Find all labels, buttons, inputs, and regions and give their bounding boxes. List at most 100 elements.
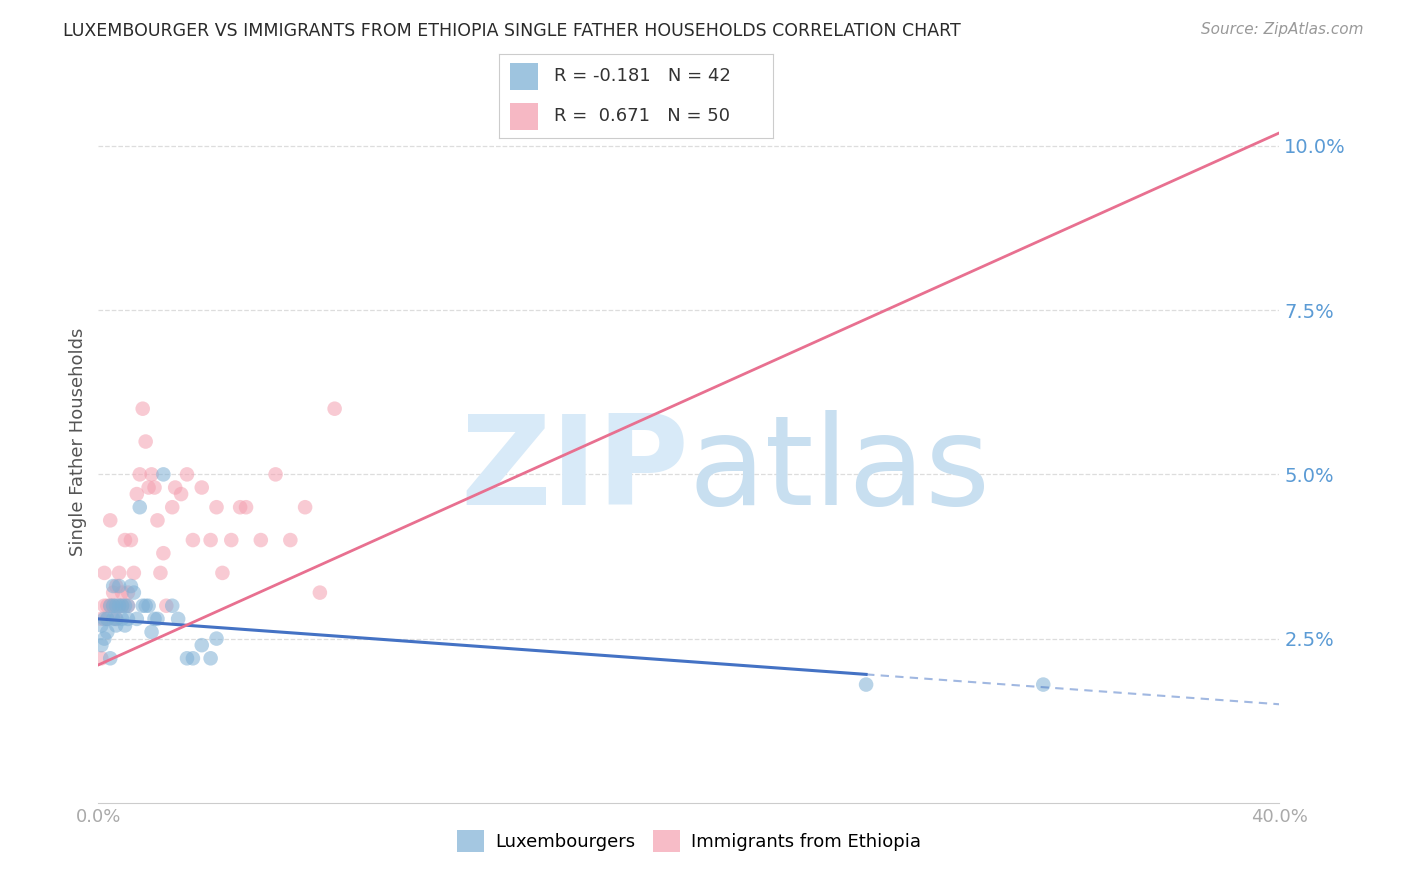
Point [167,612,190,626]
Point [141,625,163,640]
Point [117,585,139,599]
Text: R = -0.181   N = 42: R = -0.181 N = 42 [554,68,731,86]
Point [114,599,136,613]
Point [205,632,228,646]
Point [93,599,115,613]
Point [105,612,128,626]
Point [170,487,193,501]
Point [128,467,150,482]
Point [138,599,160,613]
Point [103,579,125,593]
Point [323,401,346,416]
Text: ZIP: ZIP [460,410,689,531]
Point [103,585,125,599]
Point [181,533,204,547]
Point [221,533,243,547]
Point [191,638,214,652]
Point [155,599,177,613]
Bar [510,62,537,90]
Point [162,500,183,515]
Point [108,566,131,580]
Point [98,599,121,613]
Point [250,533,273,547]
Point [105,599,128,613]
Point [96,625,118,640]
Point [200,651,222,665]
Point [309,585,332,599]
Text: atlas: atlas [689,410,991,531]
Point [90,612,112,626]
Point [143,612,166,626]
Point [1032,677,1054,691]
Text: Source: ZipAtlas.com: Source: ZipAtlas.com [1201,22,1364,37]
Point [98,513,121,527]
Point [141,467,163,482]
Point [146,612,169,626]
Point [205,500,228,515]
Point [122,585,145,599]
Point [135,599,157,613]
Point [191,481,214,495]
Point [93,566,115,580]
Point [138,481,160,495]
Point [176,467,198,482]
Point [120,579,142,593]
Point [111,599,134,613]
Point [111,585,134,599]
Point [114,618,136,632]
Bar [510,103,537,130]
Point [229,500,252,515]
Point [117,599,139,613]
Point [211,566,233,580]
Point [135,434,157,449]
Point [235,500,257,515]
Point [117,612,139,626]
Point [132,401,155,416]
Point [96,599,118,613]
Point [152,546,174,560]
Point [103,612,125,626]
Point [152,467,174,482]
Text: R =  0.671   N = 50: R = 0.671 N = 50 [554,107,730,125]
Point [280,533,302,547]
Legend: Luxembourgers, Immigrants from Ethiopia: Luxembourgers, Immigrants from Ethiopia [450,822,928,859]
Point [105,618,128,632]
Point [143,481,166,495]
Point [181,651,204,665]
Point [90,618,112,632]
Text: LUXEMBOURGER VS IMMIGRANTS FROM ETHIOPIA SINGLE FATHER HOUSEHOLDS CORRELATION CH: LUXEMBOURGER VS IMMIGRANTS FROM ETHIOPIA… [63,22,962,40]
Point [103,599,125,613]
Point [114,533,136,547]
Point [98,599,121,613]
Point [111,612,134,626]
Point [96,612,118,626]
Point [96,612,118,626]
Point [125,487,148,501]
Point [855,677,877,691]
Point [165,481,187,495]
Point [90,638,112,652]
Point [105,612,128,626]
Point [122,566,145,580]
Point [176,651,198,665]
Y-axis label: Single Father Households: Single Father Households [69,327,87,556]
Point [128,500,150,515]
Point [294,500,316,515]
Point [108,579,131,593]
Point [93,632,115,646]
Point [149,566,172,580]
Point [264,467,287,482]
Point [132,599,155,613]
Point [120,533,142,547]
Point [108,599,131,613]
Point [90,651,112,665]
Point [162,599,183,613]
Point [117,599,139,613]
Point [146,513,169,527]
Point [111,599,134,613]
Point [108,599,131,613]
Point [103,599,125,613]
Point [125,612,148,626]
Point [200,533,222,547]
Point [93,612,115,626]
